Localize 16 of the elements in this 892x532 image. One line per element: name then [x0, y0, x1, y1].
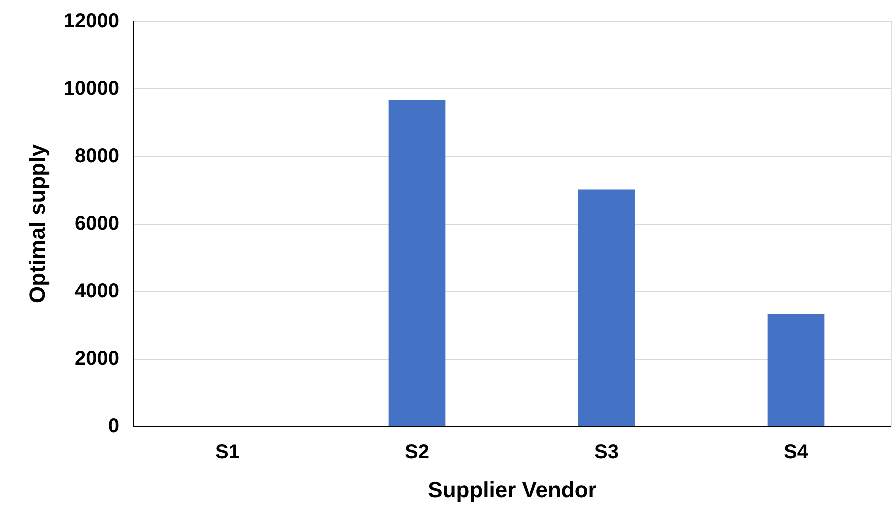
bar: [578, 190, 636, 426]
x-tick-label: S4: [784, 442, 810, 464]
x-axis-title: Supplier Vendor: [428, 478, 598, 502]
y-tick-label: 8000: [75, 146, 120, 168]
bar: [388, 100, 446, 426]
x-tick-label: S3: [594, 442, 619, 464]
bar: [768, 314, 825, 426]
x-tick-label: S2: [405, 442, 430, 464]
y-tick-label: 12000: [64, 10, 120, 32]
y-tick-label: 6000: [75, 213, 120, 235]
y-axis-title: Optimal supply: [24, 144, 50, 304]
y-tick-label: 4000: [75, 280, 120, 302]
y-tick-label: 2000: [75, 348, 120, 370]
y-tick-label: 10000: [64, 78, 120, 100]
y-tick-label: 0: [108, 416, 120, 438]
x-tick-label: S1: [216, 442, 240, 464]
